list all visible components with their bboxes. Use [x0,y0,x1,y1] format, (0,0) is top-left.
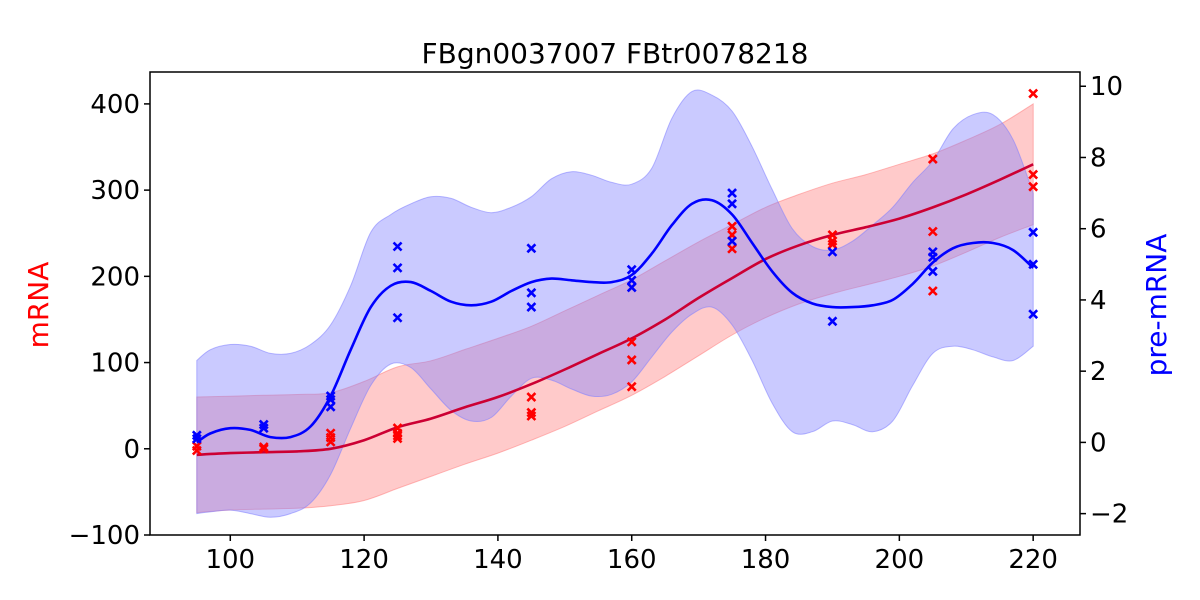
premrna-data-point [927,266,938,277]
mrna-mean-line [196,163,1034,457]
premrna-data-point [392,241,403,252]
mrna-data-point [927,154,938,165]
premrna-data-point [727,188,738,199]
mrna-data-point [1028,169,1039,180]
premrna-data-point [827,246,838,257]
y-right-tick-label: 2 [1090,357,1107,387]
premrna-data-point [827,316,838,327]
y-right-tick-label: 6 [1090,215,1107,245]
y-left-tick-label: 400 [90,90,140,120]
x-tick-label: 140 [473,545,523,575]
mrna-data-point [526,407,537,418]
mrna-data-point [727,221,738,232]
mrna-data-point [927,286,938,296]
x-tick-label: 220 [1008,545,1058,575]
premrna-data-point [325,391,336,402]
premrna-confidence-band [196,89,1034,518]
premrna-data-point [626,264,637,275]
mrna-data-point [392,423,403,434]
mrna-data-point [827,230,838,240]
y-right-tick-label: 10 [1090,72,1123,102]
premrna-data-point [927,246,938,257]
premrna-data-point [1028,227,1039,238]
plot-frame [149,71,1081,536]
premrna-data-point [392,312,403,323]
premrna-data-point [526,287,537,298]
premrna-data-point [727,236,738,247]
mrna-data-point [727,243,738,254]
mrna-data-point [392,430,403,441]
y-left-tick-label: 0 [123,435,140,465]
y-left-tick-label: 100 [90,349,140,379]
x-tick-label: 160 [607,545,657,575]
mrna-data-point [626,355,637,365]
premrna-data-point [727,198,738,209]
mrna-data-point [325,428,336,439]
y-axis-left-title: mRNA [22,262,55,349]
mrna-data-point [626,336,637,347]
chart-title: FBgn0037007 FBtr0078218 [422,37,809,70]
x-tick-label: 180 [741,545,791,575]
y-right-tick-label: 4 [1090,286,1107,316]
y-left-tick-label: 300 [90,176,140,206]
y-left-tick-label: 200 [90,262,140,292]
premrna-data-point [1028,309,1039,320]
y-axis-right-title: pre-mRNA [1140,234,1173,377]
mrna-data-point [191,441,202,452]
premrna-data-point [626,275,637,286]
mrna-data-point [1028,181,1039,192]
y-left-tick-label: −100 [69,521,140,551]
mrna-data-point [927,226,938,237]
premrna-data-point [392,262,403,273]
y-right-tick-label: 0 [1090,428,1107,458]
premrna-data-point [191,430,202,441]
mrna-data-point [1028,88,1039,99]
plot-area [191,88,1039,518]
premrna-data-point [526,302,537,312]
premrna-data-point [258,419,269,430]
mrna-data-point [258,442,269,452]
premrna-data-point [1028,259,1039,270]
y-right-tick-label: −2 [1090,500,1128,530]
premrna-data-point [526,243,537,254]
x-tick-label: 200 [875,545,925,575]
mrna-data-point [626,381,637,392]
axes: 100 120 140 160 180 200 220−1000100200300400−2… [69,72,1129,575]
y-right-tick-label: 8 [1090,143,1107,173]
mrna-data-point [827,239,838,250]
mrna-data-point [526,411,537,421]
mrna-data-point [526,392,537,402]
x-tick-label: 100 [205,545,255,575]
x-tick-label: 120 [339,545,389,575]
